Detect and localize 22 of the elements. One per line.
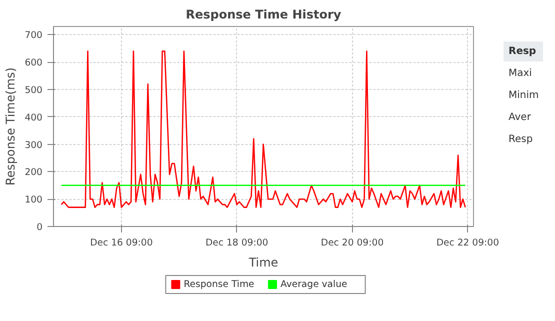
text: Aver — [508, 112, 532, 123]
y-tick-label: 700 — [24, 30, 43, 42]
text: Resp — [508, 46, 536, 57]
y-tick-label: 100 — [24, 194, 43, 206]
y-tick-label: 300 — [24, 140, 43, 151]
y-tick-label: 400 — [24, 112, 43, 124]
text: Maxi — [508, 68, 532, 79]
text: Resp — [508, 134, 533, 145]
x-tick-label: Dec 22 09:00 — [436, 238, 500, 248]
x-tick-label: Dec 16 09:00 — [90, 238, 153, 248]
legend-label: Response Time — [184, 279, 255, 290]
text: Minim — [508, 90, 539, 101]
y-tick-label: 500 — [24, 85, 43, 96]
x-axis-title: Time — [248, 256, 278, 270]
y-tick-label: 0 — [36, 222, 43, 233]
x-tick-label: Dec 18 09:00 — [205, 238, 268, 248]
legend-label: Average value — [280, 279, 348, 290]
chart-title: Response Time History — [186, 8, 342, 22]
y-tick-label: 200 — [24, 167, 43, 178]
x-tick-label: Dec 20 09:00 — [320, 238, 384, 248]
y-axis-title: Response Time(ms) — [4, 67, 18, 186]
y-tick-label: 600 — [24, 58, 43, 69]
